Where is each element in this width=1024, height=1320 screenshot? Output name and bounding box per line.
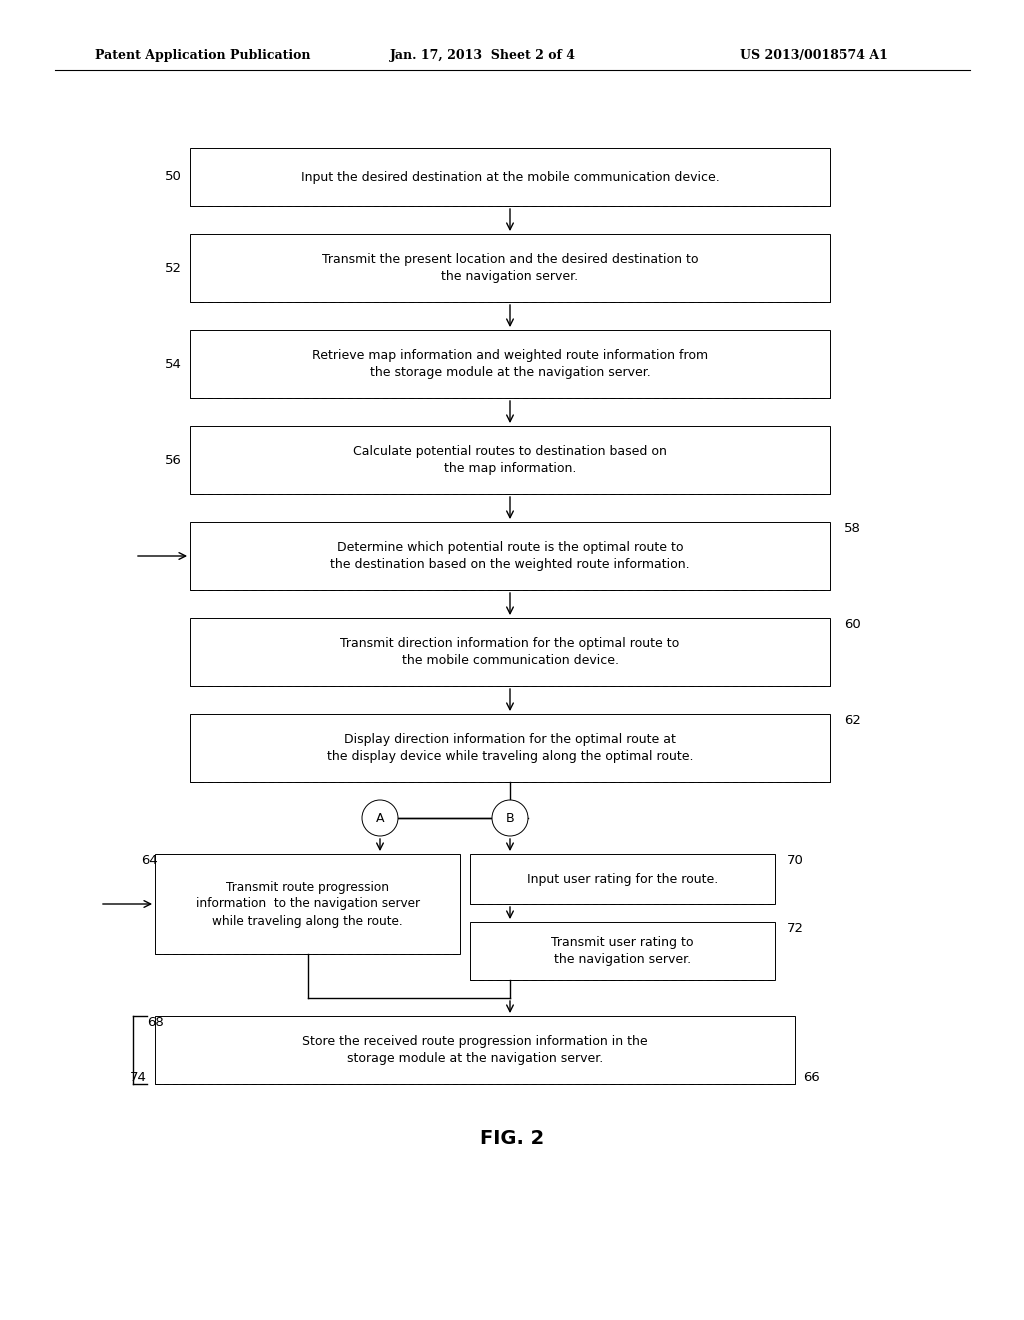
Text: Transmit route progression
information  to the navigation server
while traveling: Transmit route progression information t…: [196, 880, 420, 928]
Bar: [470, 854, 775, 904]
Bar: [190, 618, 830, 686]
Text: 58: 58: [844, 521, 861, 535]
Bar: [190, 148, 830, 206]
Text: 72: 72: [787, 921, 804, 935]
Bar: [190, 234, 830, 302]
Text: Retrieve map information and weighted route information from
the storage module : Retrieve map information and weighted ro…: [312, 348, 708, 379]
Text: A: A: [376, 812, 384, 825]
Bar: [190, 714, 830, 781]
Bar: [155, 1016, 795, 1084]
Text: 74: 74: [130, 1071, 147, 1084]
Text: Patent Application Publication: Patent Application Publication: [95, 49, 310, 62]
Text: 50: 50: [165, 170, 182, 183]
Text: Input the desired destination at the mobile communication device.: Input the desired destination at the mob…: [301, 170, 720, 183]
Bar: [155, 854, 460, 954]
Bar: [190, 330, 830, 399]
Text: US 2013/0018574 A1: US 2013/0018574 A1: [740, 49, 888, 62]
Text: 66: 66: [803, 1071, 820, 1084]
Text: 60: 60: [844, 618, 861, 631]
Text: B: B: [506, 812, 514, 825]
Text: Transmit user rating to
the navigation server.: Transmit user rating to the navigation s…: [551, 936, 693, 966]
Text: 70: 70: [787, 854, 804, 867]
Text: 56: 56: [165, 454, 182, 466]
Text: 62: 62: [844, 714, 861, 727]
Text: 54: 54: [165, 358, 182, 371]
Text: Transmit direction information for the optimal route to
the mobile communication: Transmit direction information for the o…: [340, 638, 680, 667]
Circle shape: [362, 800, 398, 836]
Text: FIG. 2: FIG. 2: [480, 1130, 544, 1148]
Text: 68: 68: [147, 1016, 164, 1030]
Circle shape: [492, 800, 528, 836]
Text: 52: 52: [165, 261, 182, 275]
Text: Display direction information for the optimal route at
the display device while : Display direction information for the op…: [327, 733, 693, 763]
Text: Jan. 17, 2013  Sheet 2 of 4: Jan. 17, 2013 Sheet 2 of 4: [390, 49, 575, 62]
Bar: [470, 921, 775, 979]
Text: Store the received route progression information in the
storage module at the na: Store the received route progression inf…: [302, 1035, 648, 1065]
Text: Input user rating for the route.: Input user rating for the route.: [527, 873, 718, 886]
Bar: [190, 426, 830, 494]
Text: 64: 64: [141, 854, 158, 867]
Bar: [190, 521, 830, 590]
Text: Calculate potential routes to destination based on
the map information.: Calculate potential routes to destinatio…: [353, 445, 667, 475]
Text: Determine which potential route is the optimal route to
the destination based on: Determine which potential route is the o…: [330, 541, 690, 572]
Text: Transmit the present location and the desired destination to
the navigation serv: Transmit the present location and the de…: [322, 253, 698, 282]
